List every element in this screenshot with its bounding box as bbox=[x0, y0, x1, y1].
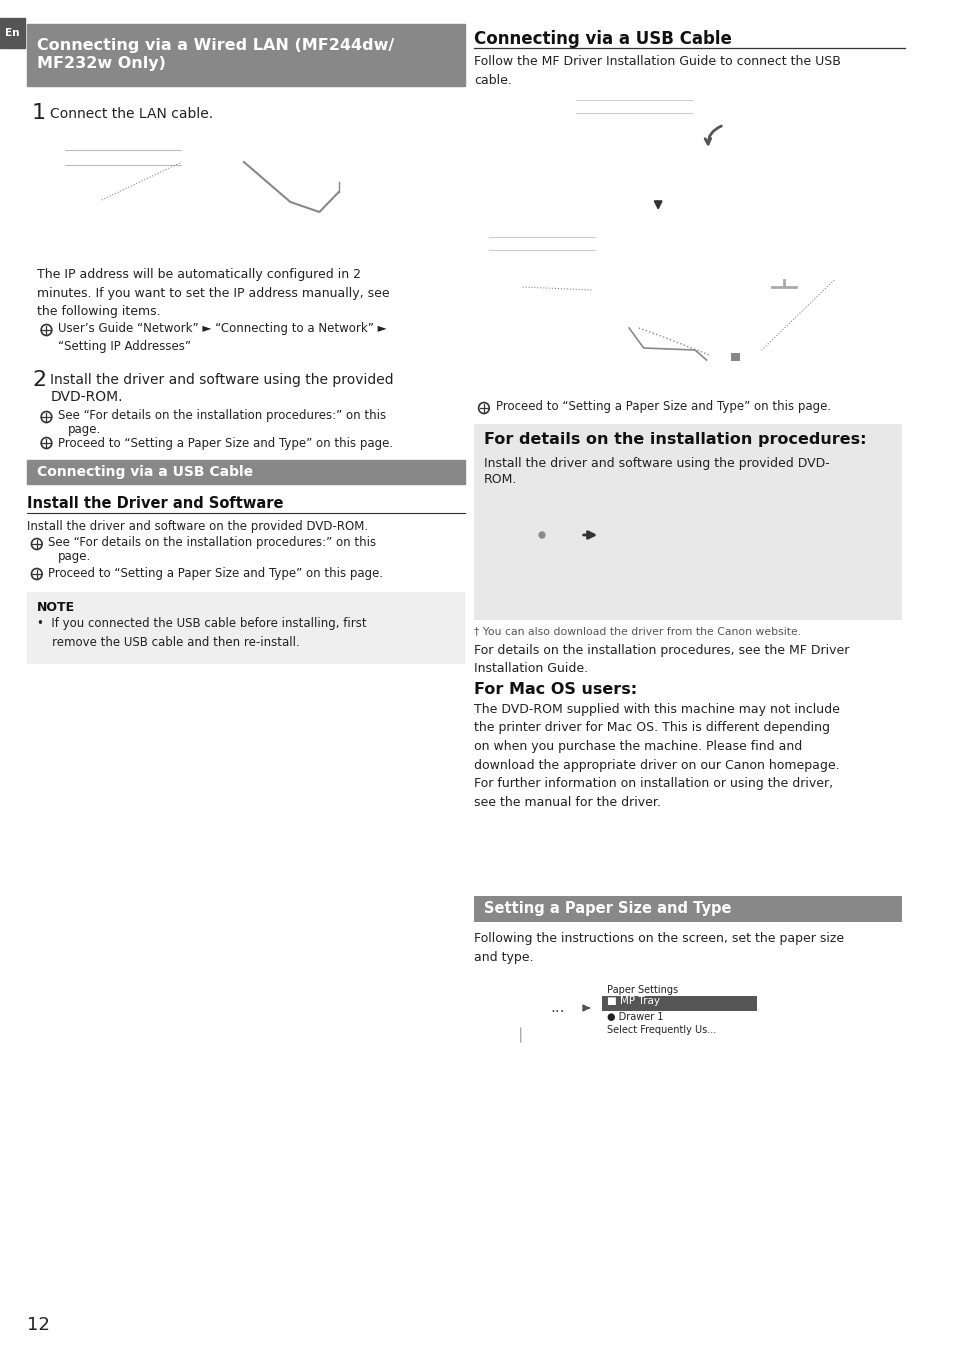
Bar bbox=[474, 896, 902, 922]
Text: Follow the MF Driver Installation Guide to connect the USB
cable.: Follow the MF Driver Installation Guide … bbox=[474, 55, 841, 86]
Bar bbox=[27, 460, 464, 484]
Text: Setting a Paper Size and Type: Setting a Paper Size and Type bbox=[483, 902, 731, 917]
Text: MF232w Only): MF232w Only) bbox=[37, 57, 166, 71]
Text: NOTE: NOTE bbox=[37, 601, 75, 613]
Text: User’s Guide “Network” ► “Connecting to a Network” ►
“Setting IP Addresses”: User’s Guide “Network” ► “Connecting to … bbox=[58, 322, 386, 353]
Text: page.: page. bbox=[68, 423, 101, 435]
Text: Proceed to “Setting a Paper Size and Type” on this page.: Proceed to “Setting a Paper Size and Typ… bbox=[495, 400, 830, 412]
Text: The DVD-ROM supplied with this machine may not include
the printer driver for Ma: The DVD-ROM supplied with this machine m… bbox=[474, 704, 840, 809]
Bar bbox=[580, 173, 686, 183]
Text: Paper Settings: Paper Settings bbox=[606, 985, 678, 995]
Bar bbox=[374, 189, 381, 194]
Text: 1: 1 bbox=[31, 102, 46, 123]
Text: Proceed to “Setting a Paper Size and Type” on this page.: Proceed to “Setting a Paper Size and Typ… bbox=[58, 437, 393, 450]
Text: Install the driver and software using the provided: Install the driver and software using th… bbox=[51, 373, 394, 387]
Bar bbox=[476, 971, 544, 1045]
Text: 12: 12 bbox=[27, 1316, 50, 1335]
Bar bbox=[730, 353, 740, 361]
Bar bbox=[27, 24, 464, 86]
Bar bbox=[571, 85, 696, 185]
Text: Connecting via a USB Cable: Connecting via a USB Cable bbox=[474, 30, 731, 49]
Text: For details on the installation procedures, see the MF Driver
Installation Guide: For details on the installation procedur… bbox=[474, 644, 849, 675]
Bar bbox=[600, 981, 757, 1043]
Text: ROM.: ROM. bbox=[483, 473, 517, 487]
Bar bbox=[817, 240, 851, 295]
Text: Connecting via a USB Cable: Connecting via a USB Cable bbox=[37, 465, 253, 479]
Bar bbox=[359, 189, 368, 194]
Text: See “For details on the installation procedures:” on this: See “For details on the installation pro… bbox=[58, 408, 386, 422]
Text: 2: 2 bbox=[31, 369, 46, 390]
Bar bbox=[37, 124, 462, 256]
Text: •  If you connected the USB cable before installing, first
    remove the USB ca: • If you connected the USB cable before … bbox=[37, 617, 366, 648]
Bar bbox=[723, 346, 746, 361]
Text: Connecting via a Wired LAN (MF244dw/: Connecting via a Wired LAN (MF244dw/ bbox=[37, 38, 394, 53]
Text: † You can also download the driver from the Canon website.: † You can also download the driver from … bbox=[474, 625, 801, 636]
Text: page.: page. bbox=[58, 550, 91, 563]
Text: DVD-ROM.: DVD-ROM. bbox=[51, 390, 123, 404]
Bar bbox=[60, 129, 186, 231]
Text: Install the Driver and Software: Install the Driver and Software bbox=[27, 496, 283, 511]
Circle shape bbox=[538, 532, 544, 538]
Text: Following the instructions on the screen, set the paper size
and type.: Following the instructions on the screen… bbox=[474, 931, 843, 964]
Text: En: En bbox=[6, 28, 20, 38]
Text: ■ MP Tray: ■ MP Tray bbox=[606, 996, 659, 1006]
Bar bbox=[617, 282, 640, 297]
Bar bbox=[611, 518, 640, 523]
Bar bbox=[601, 500, 650, 570]
Text: See “For details on the installation procedures:” on this: See “For details on the installation pro… bbox=[49, 537, 376, 549]
Text: Install the driver and software using the provided DVD-: Install the driver and software using th… bbox=[483, 457, 829, 470]
Bar bbox=[601, 996, 756, 1011]
Bar bbox=[754, 235, 812, 280]
Bar bbox=[70, 214, 176, 226]
Text: Connect the LAN cable.: Connect the LAN cable. bbox=[51, 106, 213, 121]
Text: ● Drawer 1: ● Drawer 1 bbox=[606, 1012, 662, 1022]
Bar bbox=[493, 310, 590, 319]
Text: Select Frequently Us...: Select Frequently Us... bbox=[606, 1024, 716, 1035]
Text: ...: ... bbox=[550, 1000, 565, 1015]
Bar bbox=[387, 189, 395, 194]
Bar bbox=[203, 154, 222, 168]
Text: For details on the installation procedures:: For details on the installation procedur… bbox=[483, 431, 865, 448]
Bar bbox=[483, 222, 599, 322]
Text: For Mac OS users:: For Mac OS users: bbox=[474, 682, 637, 697]
Bar bbox=[474, 425, 902, 620]
Text: Install the driver and software on the provided DVD-ROM.: Install the driver and software on the p… bbox=[27, 520, 368, 532]
Bar bbox=[346, 189, 354, 194]
Bar bbox=[27, 592, 464, 665]
Text: Proceed to “Setting a Paper Size and Type” on this page.: Proceed to “Setting a Paper Size and Typ… bbox=[49, 568, 383, 580]
Bar bbox=[0, 18, 25, 49]
Text: The IP address will be automatically configured in 2
minutes. If you want to set: The IP address will be automatically con… bbox=[37, 268, 389, 318]
